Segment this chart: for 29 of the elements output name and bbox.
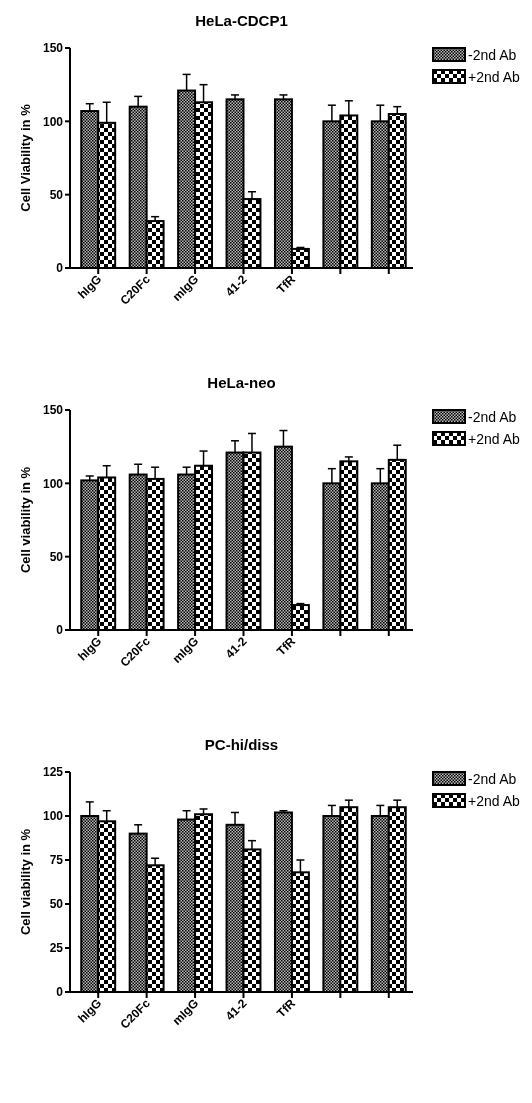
y-tick-label: 75 [49,853,64,868]
y-tick-label: 50 [49,549,64,564]
legend-label: +2nd Ab [468,430,520,447]
y-tick-label: 50 [49,897,64,912]
legend-label: -2nd Ab [468,46,517,63]
y-tick-label: 0 [56,985,64,1000]
legend-label: +2nd Ab [468,68,520,85]
chart-title: HeLa-neo [207,374,276,391]
y-tick-label: 125 [42,765,64,780]
y-tick-label: 0 [56,623,64,638]
y-tick-label: 100 [42,476,64,491]
y-tick-label: 50 [49,187,64,202]
legend-label: -2nd Ab [468,770,517,787]
y-axis-title: Cell Viability in % [18,103,33,212]
x-tick-label: TfR [274,271,299,297]
chart-title: PC-hi/diss [204,736,279,753]
x-tick-label: TfR [274,995,299,1021]
y-tick-label: 100 [42,809,64,824]
y-tick-label: 150 [42,41,64,56]
y-tick-label: 0 [56,261,64,276]
y-tick-label: 100 [42,114,64,129]
y-tick-label: 25 [49,941,64,956]
y-axis-title: Cell viability in % [18,828,33,936]
chart-title: HeLa-CDCP1 [195,12,288,29]
x-tick-label: TfR [274,633,299,659]
legend-label: -2nd Ab [468,408,517,425]
y-axis-title: Cell viability in % [18,466,33,574]
y-tick-label: 150 [42,403,64,418]
legend-label: +2nd Ab [468,792,520,809]
